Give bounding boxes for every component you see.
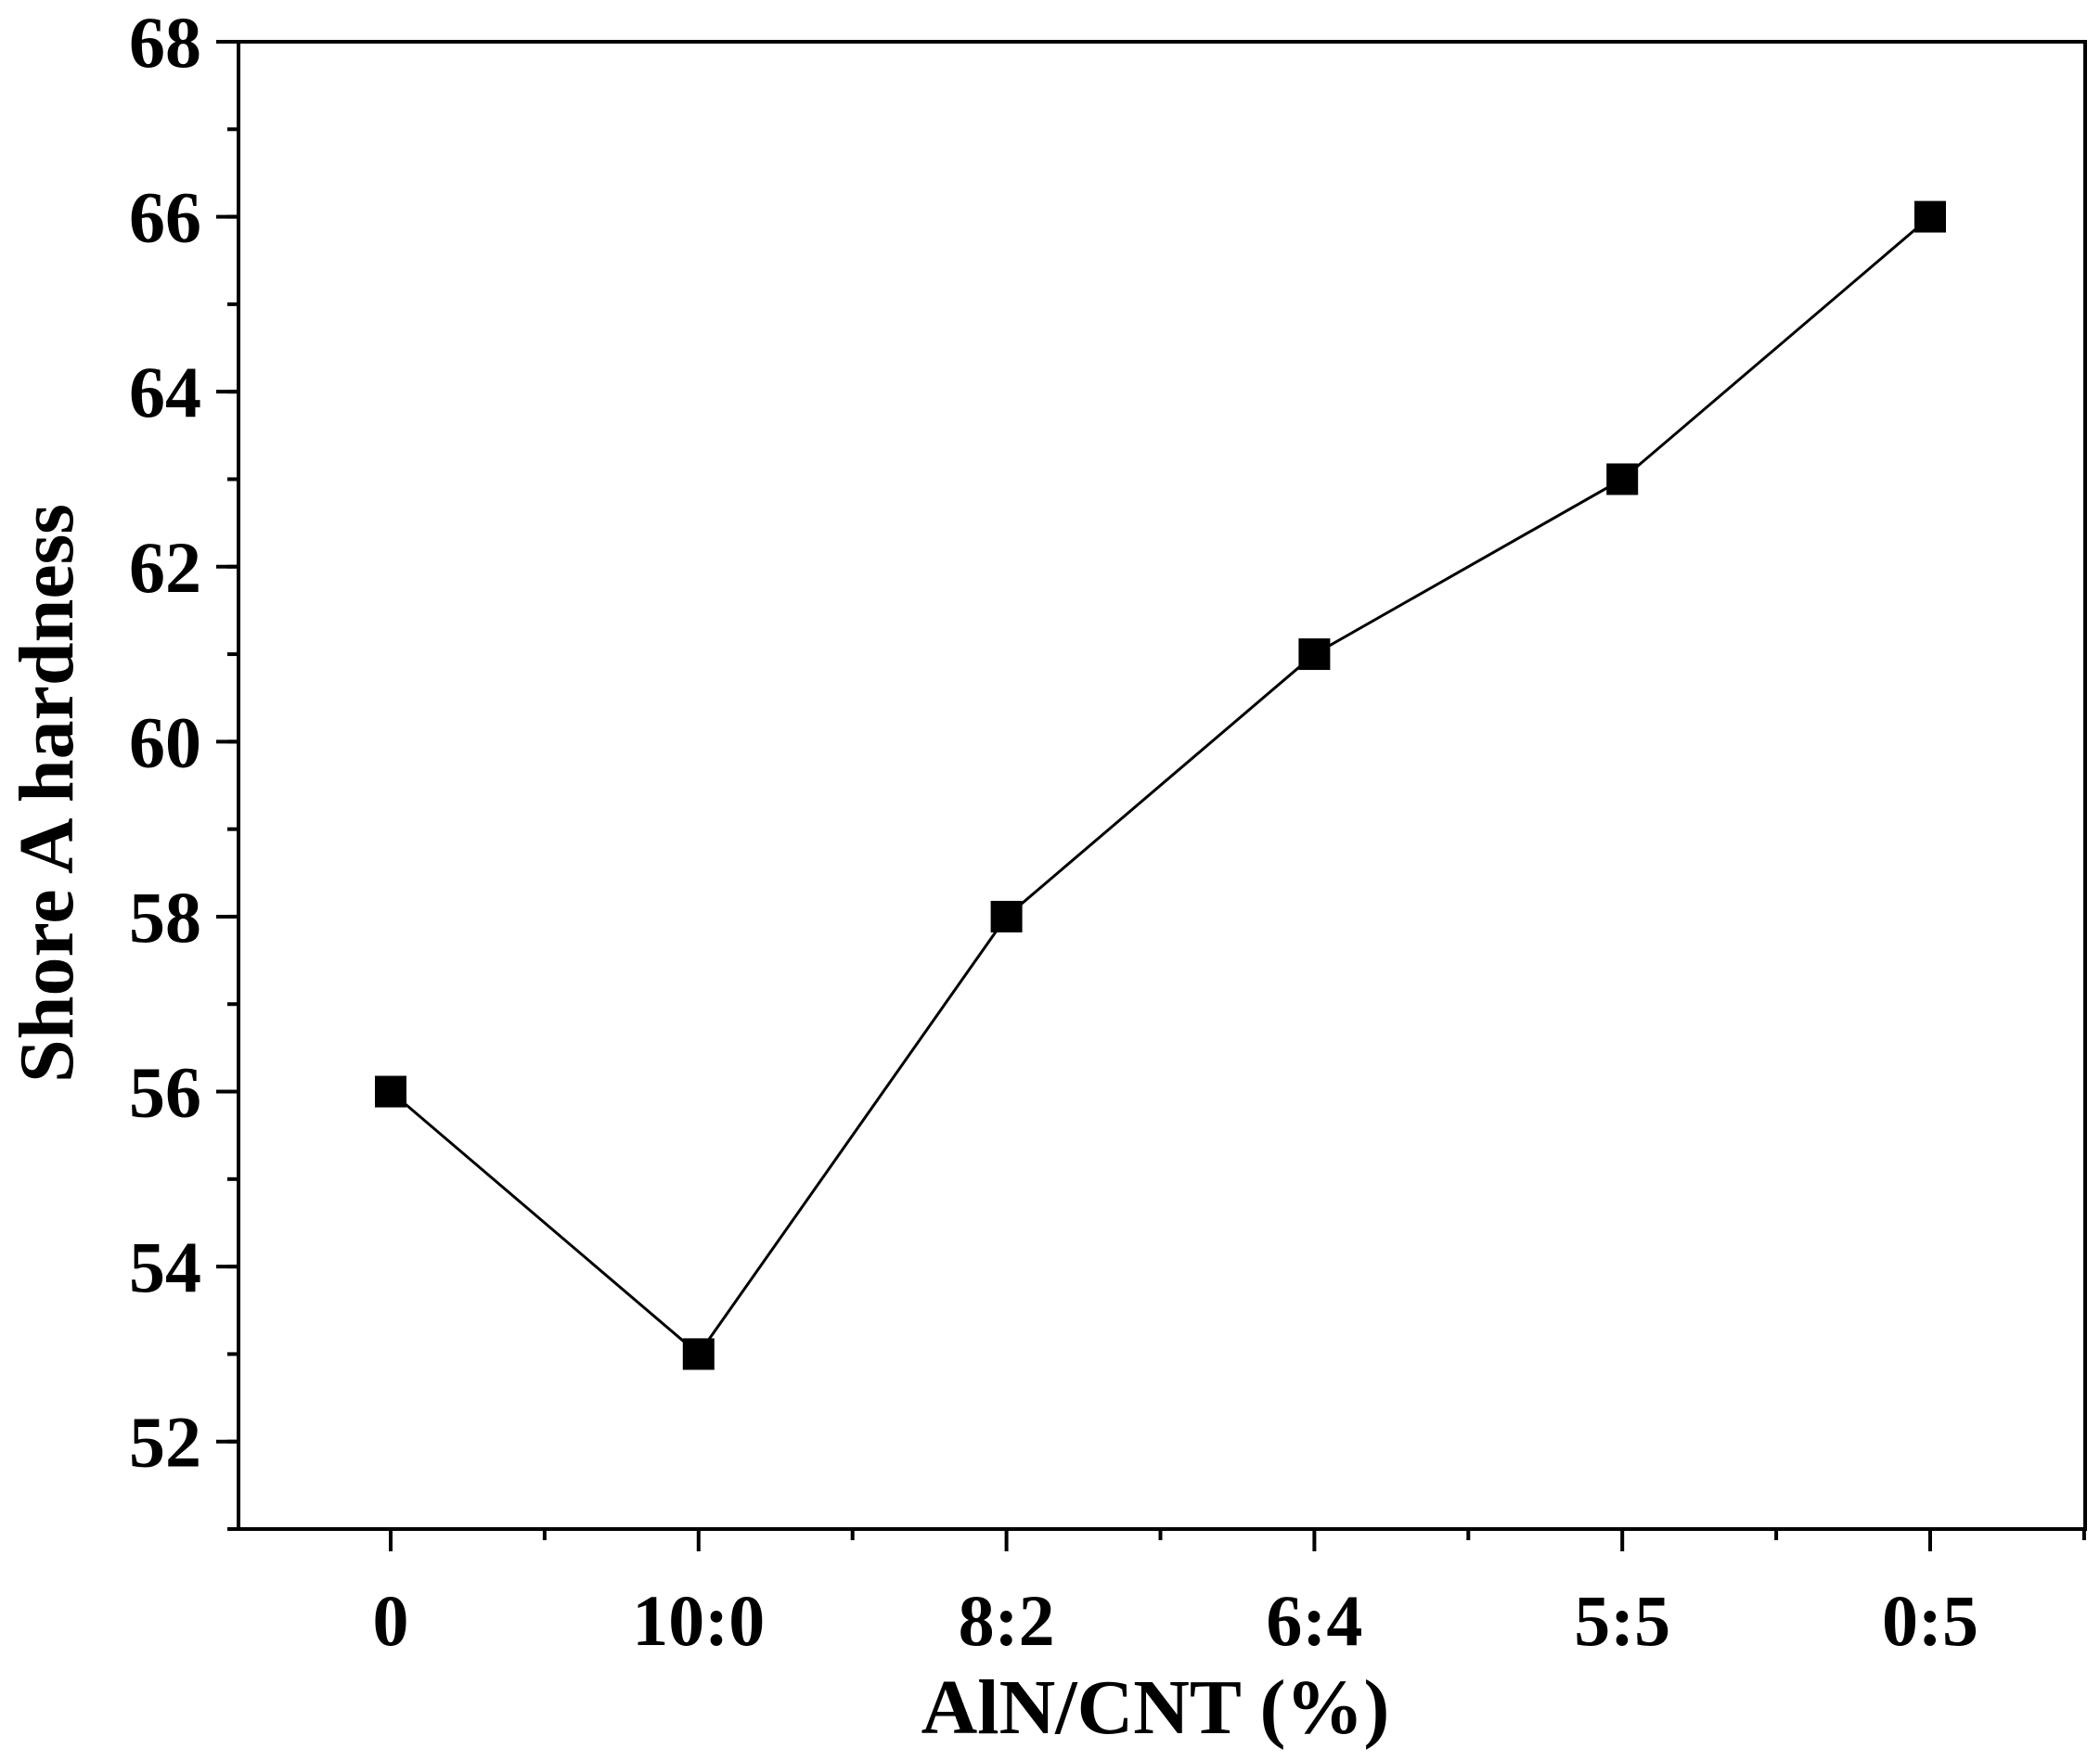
data-point-marker: [682, 1338, 715, 1370]
y-tick-label: 54: [129, 1227, 201, 1307]
y-tick-label: 62: [129, 527, 201, 608]
x-tick-label: 0: [373, 1580, 409, 1661]
y-tick-label: 64: [129, 352, 201, 432]
data-point-marker: [1914, 200, 1946, 233]
y-axis-title: Shore A hardness: [4, 504, 90, 1083]
x-tick-label: 0:5: [1882, 1580, 1978, 1661]
x-tick-label: 8:2: [959, 1580, 1055, 1661]
x-tick-label: 6:4: [1266, 1580, 1362, 1661]
data-point-marker: [1298, 638, 1331, 671]
y-tick-label: 58: [129, 877, 201, 958]
y-tick-label: 66: [129, 177, 201, 258]
data-point-marker: [1606, 463, 1639, 495]
axis-labels: AlN/CNT (%) Shore A hardness: [4, 504, 1389, 1751]
y-tick-label: 56: [129, 1052, 201, 1133]
series: [375, 200, 1946, 1370]
y-tick-label: 52: [129, 1402, 201, 1483]
data-point-marker: [990, 900, 1023, 932]
series-line: [390, 215, 1931, 1356]
x-tick-label: 5:5: [1574, 1580, 1670, 1661]
y-tick-label: 60: [129, 701, 201, 782]
x-axis-title: AlN/CNT (%): [921, 1665, 1390, 1751]
data-point-marker: [375, 1075, 406, 1108]
axes: 52 54 56 58 60 62 64 66 68 0 10:0 8:2 6:4 5:5 0:5: [129, 2, 2087, 1661]
y-tick-label: 68: [129, 2, 201, 83]
x-tick-label: 10:0: [632, 1580, 765, 1661]
